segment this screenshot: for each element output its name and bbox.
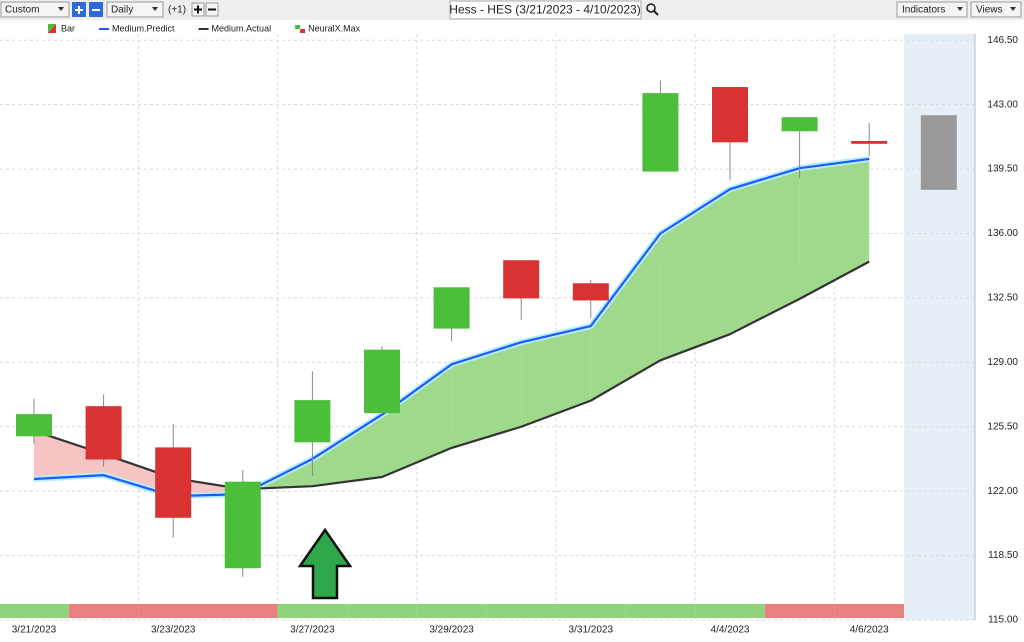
signal-segment [347,604,417,618]
legend-label: NeuralX.Max [308,23,361,33]
legend-label: Bar [61,23,75,33]
signal-segment [556,604,626,618]
signal-segment [764,604,835,618]
signal-segment [486,604,556,618]
candle-body [224,481,261,569]
up-arrow [297,527,353,600]
spread-fill [521,326,591,427]
plus-icon [194,5,202,14]
spread-fill [382,364,452,477]
indicators-select[interactable] [896,1,968,18]
legend-swatch [48,24,56,33]
signal-segment [138,604,208,618]
views-text: Views [976,5,1003,16]
signal-segment [208,604,278,618]
signal-segment [68,604,139,618]
x-tick-label: 3/27/2023 [290,625,335,636]
search-handle [653,10,659,16]
range-select[interactable] [0,1,70,18]
candle-body [503,260,540,299]
dropdown-arrow [1010,7,1016,11]
spread-fill [451,342,522,448]
legend-swatch [295,25,301,29]
period-text: Daily [111,5,133,16]
y-tick-label: 136.00 [987,228,1018,239]
signal-segment [277,604,348,618]
y-tick-label: 122.00 [987,486,1018,497]
signal-segment [416,604,487,618]
y-tick-label: 143.00 [987,99,1018,110]
y-tick-label: 118.50 [988,550,1018,561]
candle-body [155,447,192,518]
period-select[interactable] [106,1,164,18]
candle-body [781,117,818,132]
views-select[interactable] [970,1,1022,18]
dropdown-arrow [957,7,963,11]
candle-body [851,140,888,144]
candle-body [572,283,609,301]
candle-body [712,87,748,143]
candle-body [16,414,52,437]
dropdown-arrow [152,7,158,11]
x-tick-label: 4/4/2023 [711,625,750,636]
offset-text: (+1) [168,5,186,16]
plot: 115.00 118.50 122.00 125.50 129.00 132.50 136.… [0,23,1018,636]
spread-fill [660,189,730,361]
dropdown-arrow [58,7,64,11]
spread-fill [799,158,870,299]
y-tick-label: 125.50 [987,421,1018,432]
spread-fill [590,233,661,401]
spread-fill [312,414,382,487]
y-tick-label: 146.50 [987,35,1018,46]
signal-segment [625,604,696,618]
toolbar-controls: Custom Daily (+1) Hess - HES (3/21/2023 … [0,0,1022,20]
y-tick-label: 115.00 [988,615,1018,626]
x-tick-label: 3/21/2023 [12,625,57,636]
candle-body [433,287,470,329]
spread-fill [34,430,104,480]
candle-body [920,115,957,190]
legend-swatch [300,29,306,33]
x-tick-label: 3/23/2023 [151,625,196,636]
candle-body [642,93,679,172]
spread-fill [730,168,800,335]
y-tick-label: 139.50 [987,164,1018,175]
y-tick-label: 129.00 [987,357,1018,368]
legend-label: Medium.Predict [112,23,175,33]
signal-segment [0,604,69,618]
signal-segment [695,604,765,618]
plus-icon [75,6,83,14]
signal-segment [834,604,904,618]
range-text: Custom [5,5,39,16]
symbol-box[interactable] [449,0,642,20]
search-icon[interactable] [646,3,656,13]
indicators-text: Indicators [902,5,945,16]
candle-body [364,349,400,414]
symbol-title: Hess - HES (3/21/2023 - 4/10/2023) [449,3,640,17]
y-tick-label: 132.50 [987,293,1018,304]
x-tick-label: 4/6/2023 [850,625,889,636]
candle-body [294,400,331,443]
x-tick-label: 3/29/2023 [429,625,474,636]
x-tick-label: 3/31/2023 [569,625,614,636]
legend-label: Medium.Actual [212,23,272,33]
candle-body [85,406,122,460]
